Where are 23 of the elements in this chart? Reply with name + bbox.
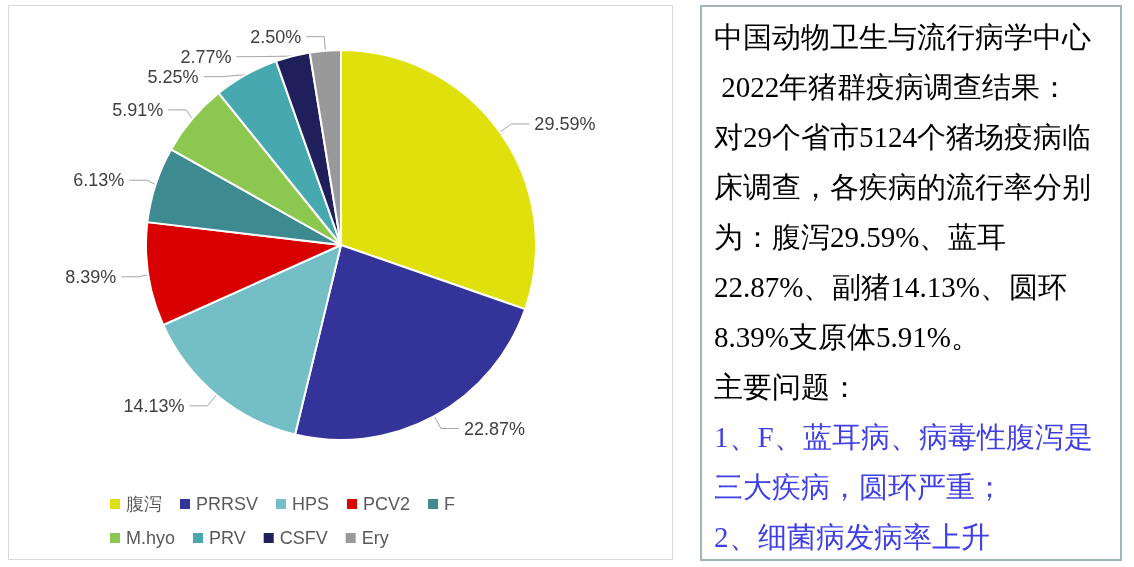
data-label: 2.50% bbox=[250, 26, 302, 47]
legend-label: CSFV bbox=[279, 528, 328, 548]
data-label: 6.13% bbox=[73, 170, 125, 191]
data-label: 14.13% bbox=[123, 395, 185, 416]
data-label: 8.39% bbox=[65, 266, 117, 287]
data-label: 2.77% bbox=[180, 46, 232, 67]
data-label: 29.59% bbox=[534, 113, 596, 134]
text: 主要问题： bbox=[714, 370, 860, 405]
legend-label: PRV bbox=[209, 528, 246, 548]
data-label: 22.87% bbox=[464, 418, 526, 439]
legend-label: HPS bbox=[292, 494, 330, 514]
text: 1、F、蓝耳病、病毒性腹泻是三大疾病，圆环严重； bbox=[714, 420, 1094, 505]
text: 中国动物卫生与流行病学中心 2022年猪群疫病调查结果： bbox=[714, 20, 1092, 105]
data-label: 5.91% bbox=[112, 99, 164, 120]
data-label: 5.25% bbox=[147, 66, 199, 87]
legend-label: PRRSV bbox=[196, 494, 259, 514]
text: 2、细菌病发病率上升 bbox=[714, 520, 991, 555]
legend-label: Ery bbox=[361, 528, 389, 548]
legend-label: M.hyo bbox=[126, 528, 176, 548]
legend-label: 腹泻 bbox=[126, 494, 162, 514]
legend-label: PCV2 bbox=[363, 494, 411, 514]
legend-label: F bbox=[444, 494, 456, 514]
text: 对29个省市5124个猪场疫病临床调查，各疾病的流行率分别为：腹泻29.59%、蓝耳22.87%、副猪14.13%、圆环8.39%支原体5.91%。 bbox=[714, 120, 1092, 355]
